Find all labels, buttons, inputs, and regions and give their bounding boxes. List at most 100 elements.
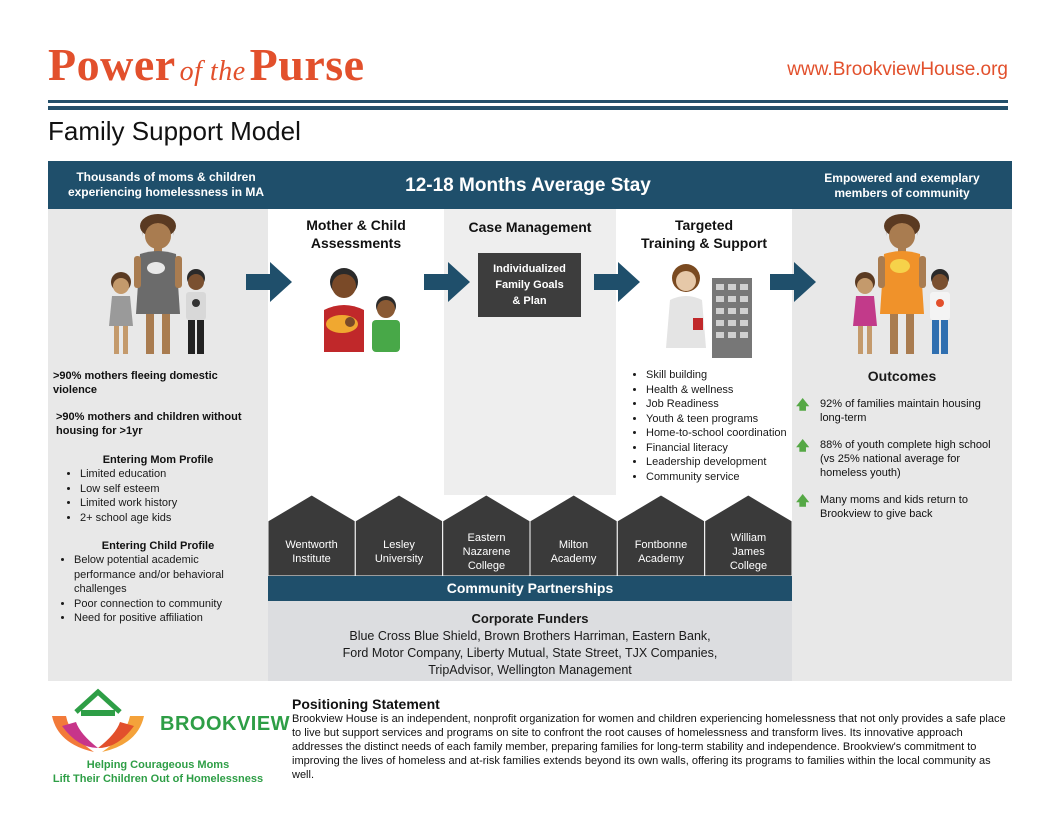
mom-profile-heading: Entering Mom Profile	[48, 453, 268, 467]
assessments-heading: Mother & Child Assessments	[268, 216, 444, 252]
page-title: Power of thePurse	[48, 38, 365, 91]
list-item: 2+ school age kids	[80, 511, 261, 526]
mom-profile-list: Limited education Low self esteem Limite…	[56, 467, 261, 525]
plan-box-line2: Family Goals	[495, 279, 564, 291]
list-item: Limited education	[80, 467, 261, 482]
positioning-heading: Positioning Statement	[292, 696, 440, 712]
list-item: Financial literacy	[646, 441, 792, 456]
assessments-heading-line1: Mother & Child	[306, 217, 406, 233]
partner-house-william-james	[704, 495, 792, 576]
case-management-heading: Case Management	[468, 219, 592, 235]
band-left-line2: experiencing homelessness in MA	[67, 185, 265, 199]
mother-child-icon	[324, 268, 400, 352]
partner-fontbonne-line1: Fontbonne	[634, 539, 688, 551]
outcome-give-back: Many moms and kids return to Brookview t…	[820, 493, 1010, 521]
outcome-school-line3: homeless youth)	[820, 467, 901, 479]
child-profile-heading: Entering Child Profile	[48, 539, 268, 553]
website-url[interactable]: www.BrookviewHouse.org	[787, 59, 1008, 80]
partner-eastern-nazarene: Eastern Nazarene College	[443, 531, 530, 573]
band-right-text: Empowered and exemplary members of commu…	[794, 171, 1010, 201]
list-item: Limited work history	[80, 496, 261, 511]
partner-wentworth-line1: Wentworth	[285, 539, 338, 551]
training-list: Skill building Health & wellness Job Rea…	[622, 368, 792, 484]
arrow-icon	[770, 262, 816, 302]
list-item: Poor connection to community	[74, 597, 258, 612]
band-right-line2: members of community	[834, 186, 970, 200]
family-empowered-icon	[853, 214, 950, 354]
family-entering-icon	[109, 214, 206, 354]
positioning-body: Brookview House is an independent, nonpr…	[292, 713, 1006, 781]
title-power: Power	[48, 39, 176, 90]
partner-milton: Milton Academy	[530, 538, 617, 566]
partner-wjc-line3: College	[729, 560, 768, 572]
list-item: Need for positive affiliation	[74, 611, 258, 626]
list-item: Job Readiness	[646, 397, 792, 412]
training-heading: Targeted Training & Support	[616, 216, 792, 252]
corporate-funders: Corporate Funders Blue Cross Blue Shield…	[268, 601, 792, 681]
tagline-line1: Helping Courageous Moms	[86, 759, 230, 771]
partner-lesley-line2: University	[374, 553, 424, 565]
outcome-housing: 92% of families maintain housing long-te…	[820, 397, 1010, 425]
funders-heading: Corporate Funders	[471, 611, 589, 626]
partner-lesley-line1: Lesley	[383, 539, 415, 551]
child-profile-list: Below potential academic performance and…	[54, 553, 258, 626]
list-item: Leadership development	[646, 455, 792, 470]
partner-william-james: William James College	[705, 531, 792, 573]
partner-enc-line2: Nazarene	[462, 546, 511, 558]
brookview-logo-icon	[52, 688, 144, 752]
mom-profile-heading-text: Entering Mom Profile	[102, 454, 214, 466]
partner-enc-line1: Eastern	[467, 532, 506, 544]
list-item: Home-to-school coordination	[646, 426, 792, 441]
outcome-housing-line1: 92% of families maintain housing	[820, 398, 981, 410]
list-item: Skill building	[646, 368, 792, 383]
band-left-text: Thousands of moms & children experiencin…	[56, 170, 276, 200]
outcomes-heading: Outcomes	[867, 368, 937, 384]
stat-domestic-violence: >90% mothers fleeing domestic violence	[53, 369, 263, 397]
training-heading-line1: Targeted	[674, 217, 734, 233]
plan-box-line3: & Plan	[512, 295, 547, 307]
band-right-line1: Empowered and exemplary	[824, 171, 980, 185]
tagline-line2: Lift Their Children Out of Homelessness	[52, 773, 264, 785]
child-profile-heading-text: Entering Child Profile	[101, 540, 215, 552]
arrow-up-icon: 🡅	[796, 438, 810, 453]
stat2-line1: >90% mothers and children without	[56, 411, 242, 423]
list-item: Low self esteem	[80, 482, 261, 497]
partner-wentworth-line2: Institute	[292, 553, 331, 565]
title-of-the: of the	[179, 56, 246, 87]
partner-houses	[268, 495, 792, 576]
funders-line3: TripAdvisor, Wellington Management	[428, 663, 632, 677]
outcome-school-line2: (vs 25% national average for	[820, 453, 961, 465]
plan-box-line1: Individualized	[493, 263, 566, 275]
arrow-icon	[424, 262, 470, 302]
partner-wjc-line1: William	[730, 532, 767, 544]
arrow-icon	[246, 262, 292, 302]
partner-enc-line3: College	[467, 560, 506, 572]
brand-tagline: Helping Courageous Moms Lift Their Child…	[48, 758, 268, 786]
stat-without-housing: >90% mothers and children without housin…	[56, 410, 266, 438]
header-rule-bottom	[48, 106, 1008, 110]
brand-name: BROOKVIEW	[160, 713, 291, 735]
list-item: Health & wellness	[646, 383, 792, 398]
outcome-school-line1: 88% of youth complete high school	[820, 439, 991, 451]
outcome-giveback-line1: Many moms and kids return to	[820, 494, 968, 506]
stat1-line1: >90% mothers fleeing domestic	[53, 370, 218, 382]
list-item: Below potential academic performance and…	[74, 553, 258, 597]
band-center-text: 12-18 Months Average Stay	[405, 175, 651, 196]
partner-lesley: Lesley University	[355, 538, 443, 566]
list-item: Youth & teen programs	[646, 412, 792, 427]
assessments-heading-line2: Assessments	[310, 235, 402, 251]
title-purse: Purse	[249, 39, 365, 90]
band-left-line1: Thousands of moms & children	[76, 170, 256, 184]
training-column	[616, 209, 792, 495]
outcome-housing-line2: long-term	[820, 412, 867, 424]
community-partnerships-band: Community Partnerships	[268, 576, 792, 601]
list-item: Community service	[646, 470, 792, 485]
arrow-up-icon: 🡅	[796, 397, 810, 412]
outcome-giveback-line2: Brookview to give back	[820, 508, 933, 520]
partner-milton-line2: Academy	[550, 553, 597, 565]
arrow-icon	[594, 262, 640, 302]
funders-line1: Blue Cross Blue Shield, Brown Brothers H…	[349, 629, 711, 643]
family-plan-box: Individualized Family Goals & Plan	[478, 253, 581, 317]
partner-wjc-line2: James	[732, 546, 765, 558]
partner-fontbonne-line2: Academy	[638, 553, 684, 565]
